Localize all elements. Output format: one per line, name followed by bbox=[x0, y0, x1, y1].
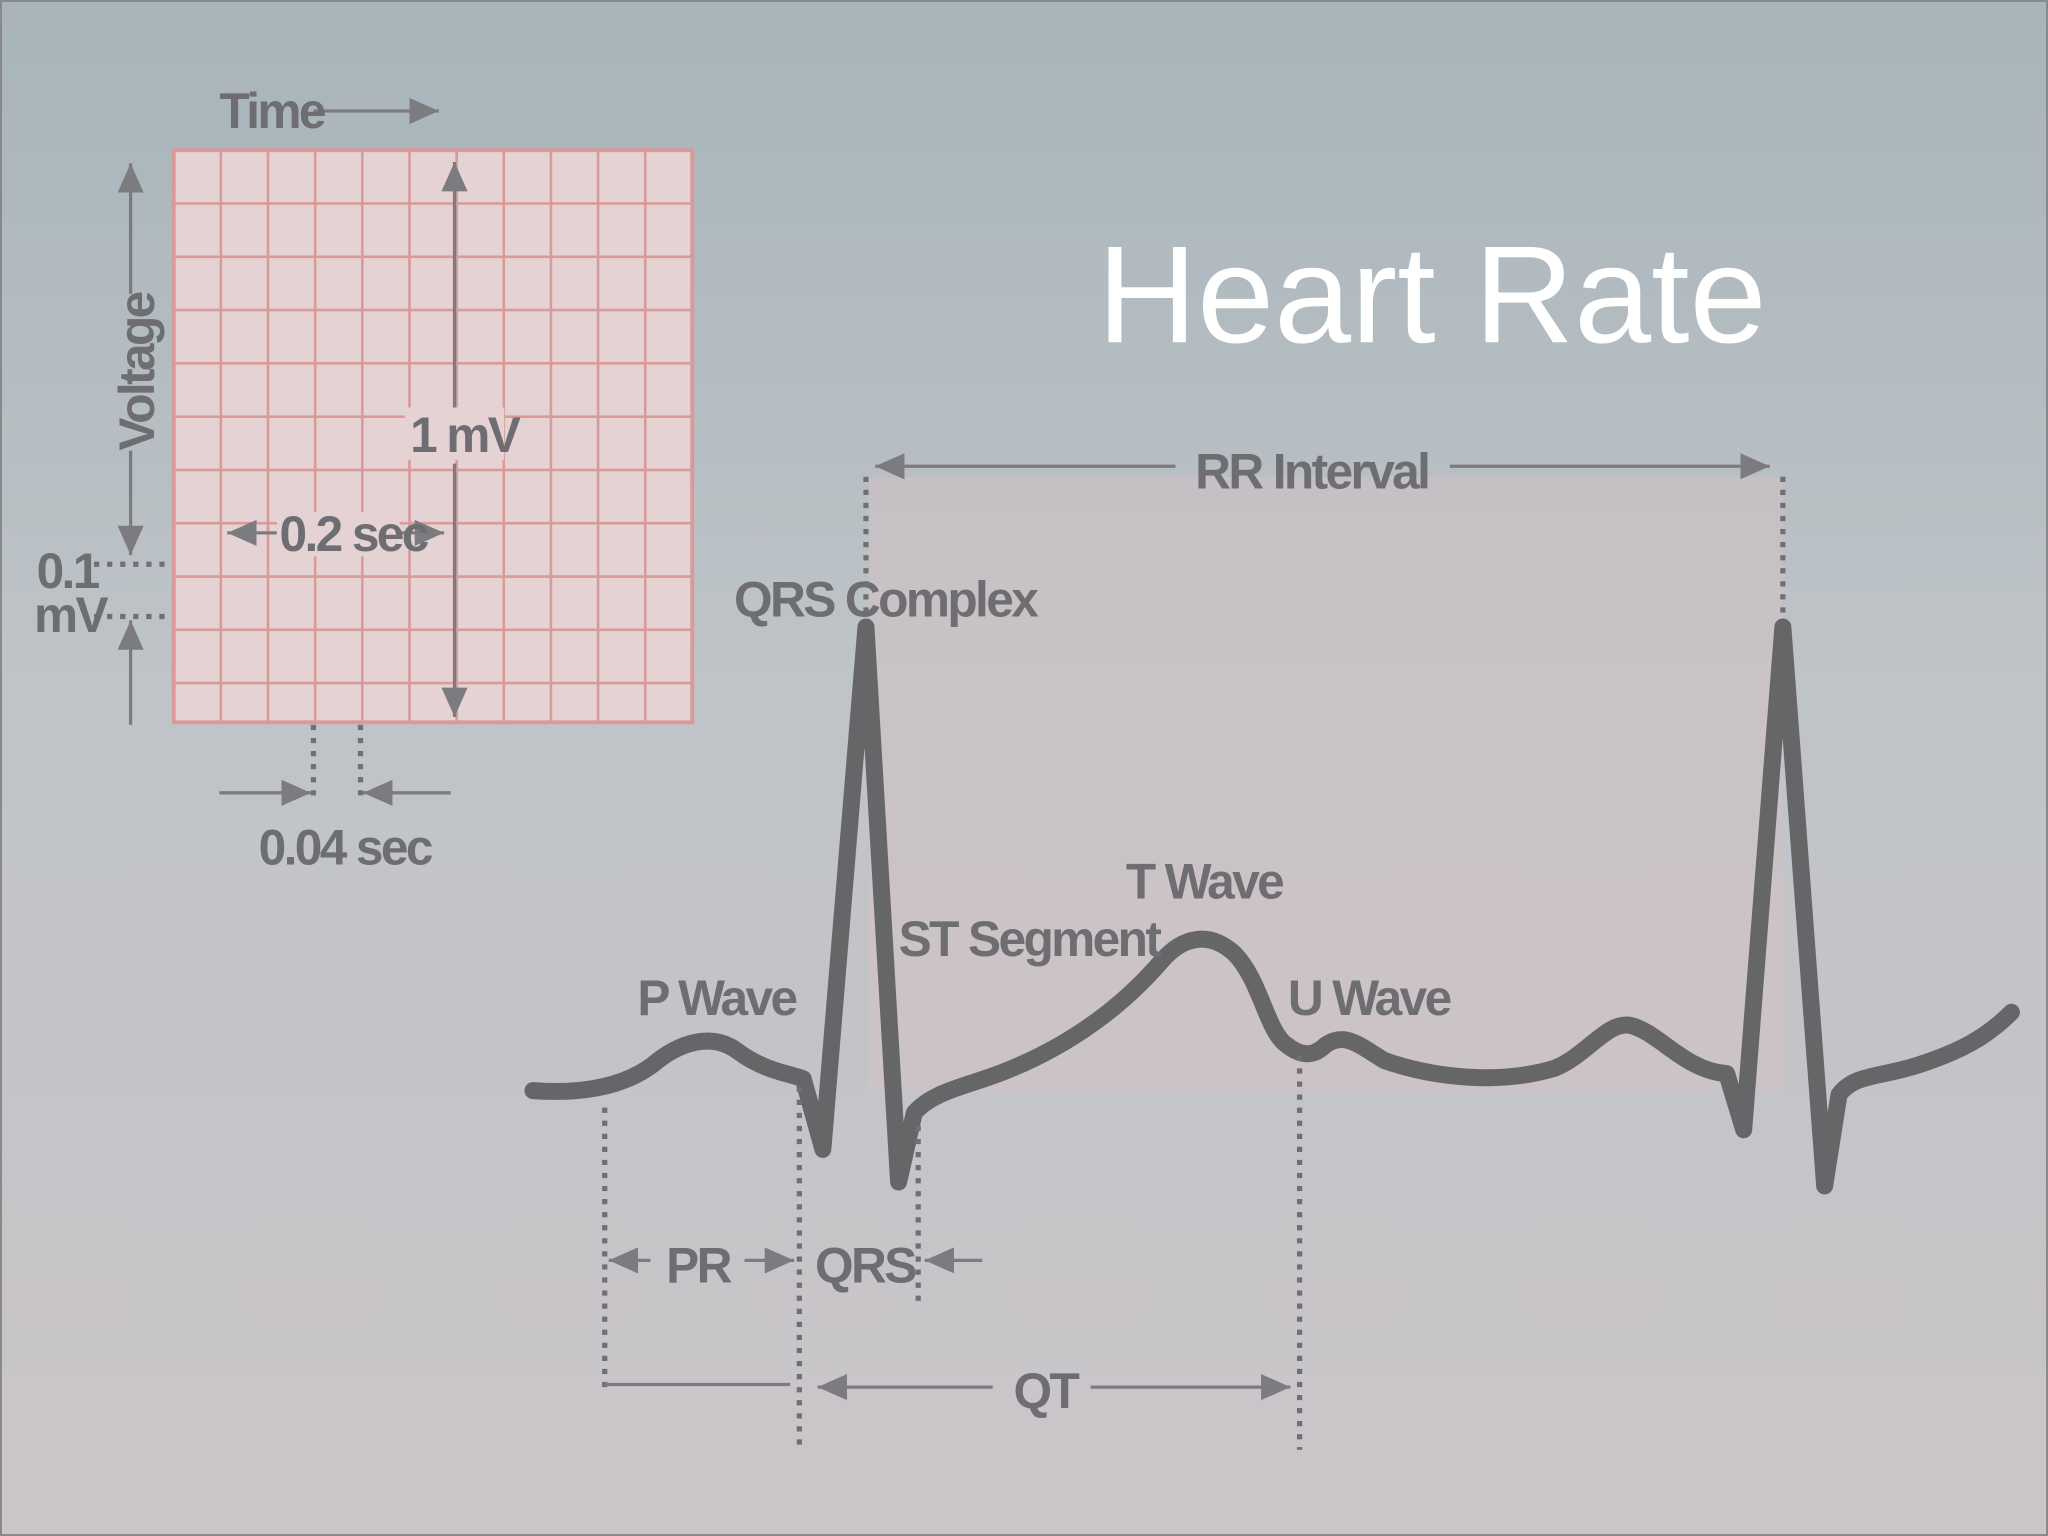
voltage-label: Voltage bbox=[109, 292, 165, 450]
big-box-label: 0.2 sec bbox=[280, 506, 429, 562]
rr-label: RR Interval bbox=[1195, 443, 1428, 499]
time-label: Time bbox=[219, 83, 324, 139]
u-wave-label: U Wave bbox=[1288, 970, 1451, 1026]
t-wave-label: T Wave bbox=[1126, 854, 1283, 910]
qrs-label: QRS bbox=[815, 1238, 916, 1294]
ecg-waveform bbox=[524, 618, 2020, 1195]
amplitude-label: 1 mV bbox=[410, 407, 521, 463]
st-segment-label: ST Segment bbox=[899, 911, 1162, 967]
qt-label: QT bbox=[1014, 1363, 1080, 1419]
p-wave-label: P Wave bbox=[637, 970, 796, 1026]
rr-region bbox=[868, 476, 1783, 1091]
small-box-voltage: mV bbox=[34, 587, 109, 643]
small-box-time: 0.04 sec bbox=[259, 820, 433, 876]
label-bg bbox=[276, 512, 400, 557]
qrs-complex-label: QRS Complex bbox=[734, 571, 1039, 627]
pr-label: PR bbox=[666, 1238, 731, 1294]
slide-title: Heart Rate bbox=[1097, 218, 1766, 372]
label-bg bbox=[404, 407, 505, 460]
small-box-voltage: 0.1 bbox=[37, 543, 100, 599]
